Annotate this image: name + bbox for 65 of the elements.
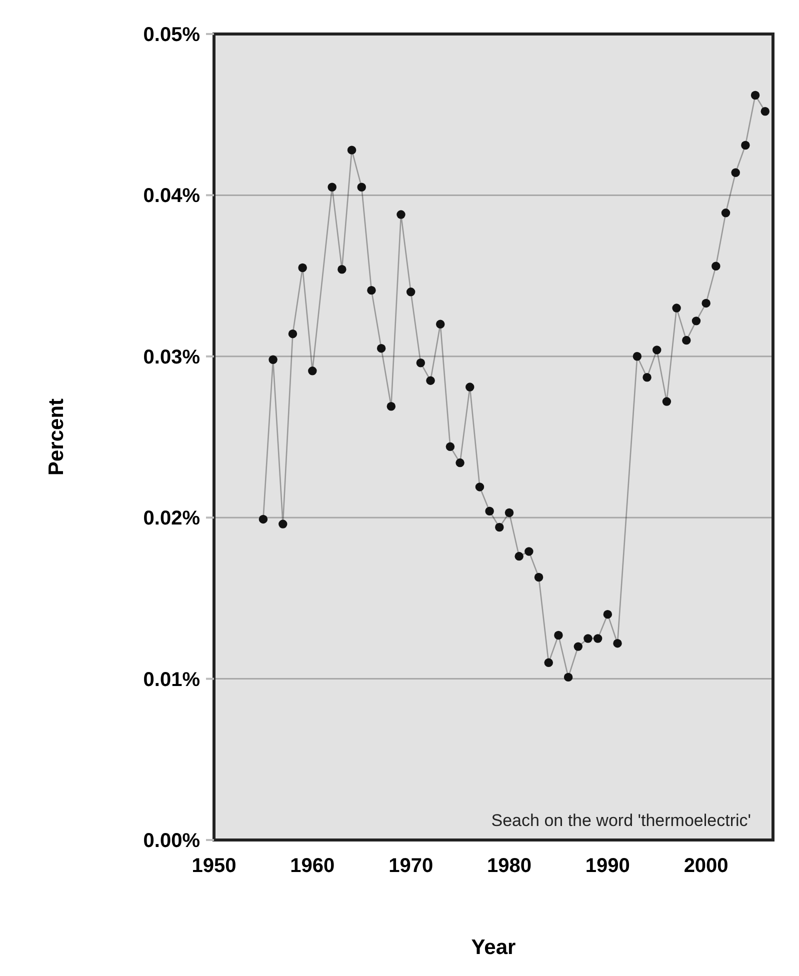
point xyxy=(524,547,534,556)
point xyxy=(672,304,681,312)
y-tick-label: 0.02% xyxy=(143,508,200,530)
point xyxy=(731,168,740,177)
y-tick-label: 0.04% xyxy=(143,185,200,208)
point xyxy=(692,316,701,326)
x-tick-label: 2000 xyxy=(684,855,728,877)
point xyxy=(485,506,494,516)
y-tick-label: 0.03% xyxy=(143,346,200,368)
point xyxy=(446,442,455,452)
point xyxy=(760,107,770,116)
point xyxy=(426,376,435,385)
y-tick-label: 0.05% xyxy=(143,24,200,46)
point xyxy=(466,382,474,392)
point xyxy=(584,634,592,643)
point xyxy=(504,508,514,518)
point xyxy=(564,672,573,682)
point xyxy=(416,358,426,368)
point xyxy=(308,366,317,376)
point xyxy=(603,610,612,619)
y-tick-label: 0.00% xyxy=(143,830,200,852)
point xyxy=(554,630,563,640)
point xyxy=(347,146,356,154)
x-tick-label: 1970 xyxy=(388,855,434,877)
point xyxy=(268,355,278,364)
point xyxy=(386,402,396,411)
point xyxy=(456,458,464,468)
point xyxy=(593,634,602,643)
point xyxy=(741,140,750,150)
annotation: Seach on the word 'thermoelectric' xyxy=(491,811,751,830)
point xyxy=(338,264,346,274)
x-tick-label: 1960 xyxy=(290,855,335,877)
point xyxy=(376,344,386,353)
point xyxy=(357,182,366,192)
point xyxy=(495,522,504,532)
point xyxy=(652,346,662,354)
point xyxy=(642,372,652,382)
point xyxy=(436,320,445,329)
point xyxy=(544,658,553,668)
point xyxy=(574,642,583,651)
point xyxy=(328,182,336,192)
x-tick-label: 1990 xyxy=(585,855,630,877)
x-tick-label: 1980 xyxy=(486,855,532,877)
point xyxy=(396,210,406,219)
point xyxy=(534,572,544,582)
point xyxy=(682,336,691,345)
point xyxy=(712,262,720,270)
point xyxy=(367,286,376,295)
point xyxy=(298,263,307,272)
y-axis-title: Percent xyxy=(45,398,68,476)
point xyxy=(632,352,642,361)
point xyxy=(662,397,672,406)
point xyxy=(258,514,268,524)
point xyxy=(514,552,524,561)
point xyxy=(750,90,760,100)
x-axis-title: Year xyxy=(471,936,516,959)
point xyxy=(288,329,298,338)
point xyxy=(613,638,622,648)
point xyxy=(721,208,730,218)
x-tick-label: 1950 xyxy=(192,855,236,877)
point xyxy=(702,298,710,308)
point xyxy=(475,482,484,492)
point xyxy=(406,288,416,296)
point xyxy=(278,520,288,528)
y-tick-label: 0.01% xyxy=(143,668,200,691)
